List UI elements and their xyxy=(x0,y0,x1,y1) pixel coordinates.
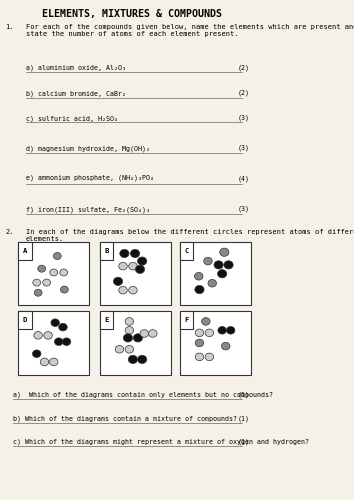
Bar xyxy=(99,242,113,260)
Text: a) aluminium oxide, Al₂O₃: a) aluminium oxide, Al₂O₃ xyxy=(26,64,126,71)
Ellipse shape xyxy=(218,270,227,278)
Text: D: D xyxy=(23,317,27,323)
Ellipse shape xyxy=(119,262,127,270)
Text: (3): (3) xyxy=(237,114,249,121)
Text: B: B xyxy=(104,248,108,254)
Ellipse shape xyxy=(204,258,212,265)
Ellipse shape xyxy=(33,279,41,286)
Ellipse shape xyxy=(50,269,58,276)
Bar xyxy=(18,242,32,260)
Text: e) ammonium phosphate, (NH₄)₃PO₄: e) ammonium phosphate, (NH₄)₃PO₄ xyxy=(26,175,154,182)
Text: a)  Which of the diagrams contain only elements but no compounds?: a) Which of the diagrams contain only el… xyxy=(13,392,273,398)
Ellipse shape xyxy=(227,326,235,334)
Bar xyxy=(99,312,171,374)
Ellipse shape xyxy=(128,356,138,364)
Ellipse shape xyxy=(129,286,137,294)
Text: ELEMENTS, MIXTURES & COMPOUNDS: ELEMENTS, MIXTURES & COMPOUNDS xyxy=(42,8,222,18)
Text: 1.: 1. xyxy=(5,24,14,30)
Ellipse shape xyxy=(195,329,204,336)
Bar xyxy=(99,242,171,306)
Ellipse shape xyxy=(138,356,147,364)
Text: b) calcium bromide, CaBr₂: b) calcium bromide, CaBr₂ xyxy=(26,90,126,97)
Ellipse shape xyxy=(220,248,229,256)
Text: d) magnesium hydroxide, Mg(OH)₂: d) magnesium hydroxide, Mg(OH)₂ xyxy=(26,145,150,152)
Ellipse shape xyxy=(149,330,157,338)
Ellipse shape xyxy=(208,280,217,287)
Text: For each of the compounds given below, name the elements which are present and
s: For each of the compounds given below, n… xyxy=(26,24,354,36)
Ellipse shape xyxy=(40,358,49,366)
Text: c) Which of the diagrams might represent a mixture of oxygen and hydrogen?: c) Which of the diagrams might represent… xyxy=(13,439,309,446)
Ellipse shape xyxy=(125,326,134,334)
Ellipse shape xyxy=(195,339,204,347)
Ellipse shape xyxy=(34,332,42,339)
Ellipse shape xyxy=(120,250,129,258)
Ellipse shape xyxy=(61,286,68,293)
Text: (3): (3) xyxy=(237,144,249,151)
Ellipse shape xyxy=(129,262,137,270)
Ellipse shape xyxy=(34,289,42,296)
Bar xyxy=(179,312,251,374)
Text: f) iron(III) sulfate, Fe₂(SO₄)₃: f) iron(III) sulfate, Fe₂(SO₄)₃ xyxy=(26,206,150,213)
Ellipse shape xyxy=(195,353,204,360)
Ellipse shape xyxy=(125,346,134,353)
Bar xyxy=(99,312,113,329)
Bar xyxy=(18,242,89,306)
Ellipse shape xyxy=(130,250,140,258)
Text: (1): (1) xyxy=(237,438,249,445)
Text: E: E xyxy=(104,317,108,323)
Ellipse shape xyxy=(59,324,67,331)
Bar xyxy=(179,312,193,329)
Text: (4): (4) xyxy=(237,176,249,182)
Ellipse shape xyxy=(195,286,204,294)
Ellipse shape xyxy=(43,279,51,286)
Text: (1): (1) xyxy=(237,392,249,398)
Text: b) Which of the diagrams contain a mixture of compounds?: b) Which of the diagrams contain a mixtu… xyxy=(13,416,237,422)
Ellipse shape xyxy=(136,265,145,274)
Ellipse shape xyxy=(222,342,230,350)
Ellipse shape xyxy=(140,330,149,338)
Ellipse shape xyxy=(218,326,227,334)
Ellipse shape xyxy=(194,272,203,280)
Ellipse shape xyxy=(214,261,223,269)
Ellipse shape xyxy=(201,318,210,325)
Ellipse shape xyxy=(53,252,61,260)
Text: (1): (1) xyxy=(237,415,249,422)
Text: 2.: 2. xyxy=(5,228,14,234)
Text: c) sulfuric acid, H₂SO₄: c) sulfuric acid, H₂SO₄ xyxy=(26,115,118,121)
Text: (2): (2) xyxy=(237,90,249,96)
Text: (3): (3) xyxy=(237,206,249,212)
Bar xyxy=(18,312,32,329)
Text: F: F xyxy=(184,317,188,323)
Bar xyxy=(179,242,251,306)
Ellipse shape xyxy=(113,277,122,285)
Ellipse shape xyxy=(38,265,46,272)
Ellipse shape xyxy=(205,329,214,336)
Text: C: C xyxy=(184,248,188,254)
Ellipse shape xyxy=(119,286,127,294)
Ellipse shape xyxy=(224,261,233,269)
Ellipse shape xyxy=(125,318,134,325)
Ellipse shape xyxy=(138,257,147,265)
Text: (2): (2) xyxy=(237,64,249,70)
Ellipse shape xyxy=(60,269,68,276)
Ellipse shape xyxy=(62,338,71,345)
Ellipse shape xyxy=(115,346,124,353)
Bar xyxy=(18,312,89,374)
Ellipse shape xyxy=(55,338,63,345)
Ellipse shape xyxy=(33,350,41,358)
Ellipse shape xyxy=(51,319,59,326)
Ellipse shape xyxy=(44,332,52,339)
Text: A: A xyxy=(23,248,27,254)
Ellipse shape xyxy=(205,353,214,360)
Ellipse shape xyxy=(133,334,143,342)
Bar xyxy=(179,242,193,260)
Ellipse shape xyxy=(50,358,58,366)
Text: In each of the diagrams below the different circles represent atoms of different: In each of the diagrams below the differ… xyxy=(26,228,354,241)
Ellipse shape xyxy=(123,334,132,342)
